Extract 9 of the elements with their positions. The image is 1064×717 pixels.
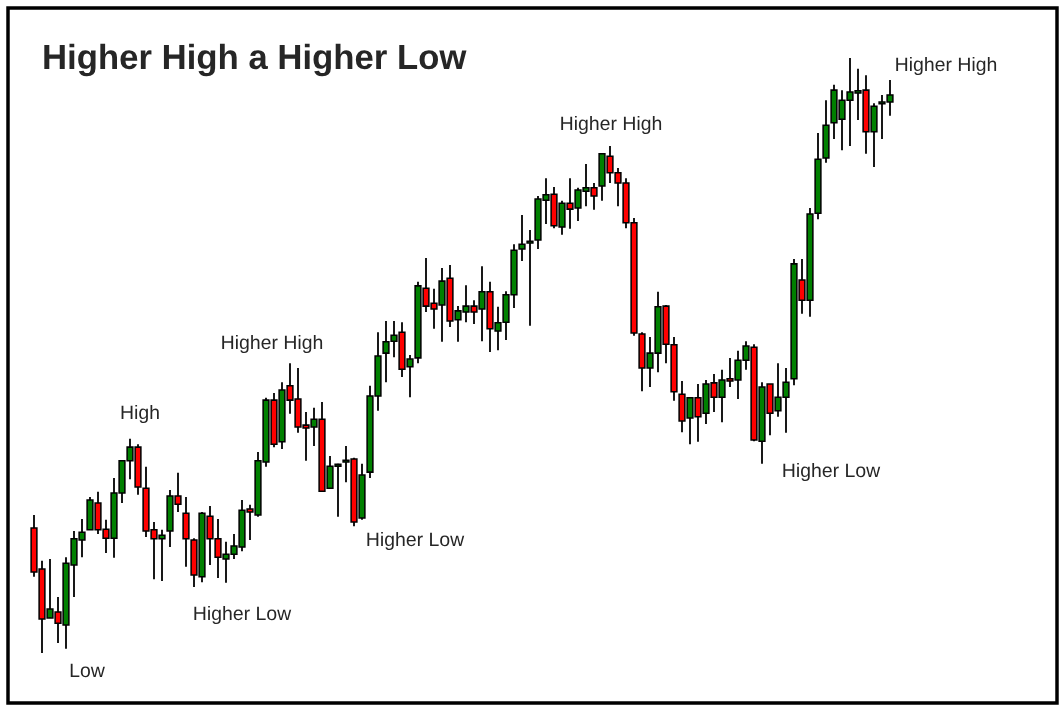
text: Low (70, 663, 105, 678)
annotation: Higher High (561, 115, 662, 135)
annotation: Higher Low (367, 531, 465, 551)
text: Higher High (896, 56, 997, 76)
annotation: Higher Low (194, 605, 292, 625)
chart-title: Higher High a Higher Low (44, 43, 467, 77)
annotation: Higher Low (783, 462, 881, 482)
annotation: Higher High (222, 334, 323, 354)
annotation: High (121, 404, 159, 424)
